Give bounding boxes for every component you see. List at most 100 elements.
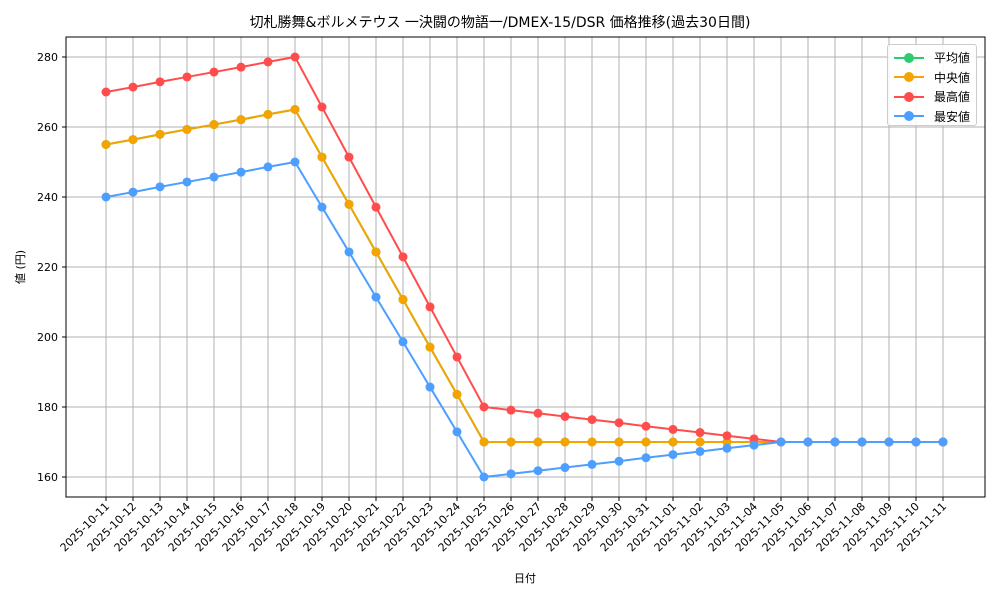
data-point: [533, 408, 543, 418]
data-point: [830, 437, 840, 447]
series-0: [101, 105, 948, 447]
data-point: [317, 152, 327, 162]
data-point: [290, 105, 300, 114]
data-point: [290, 52, 300, 62]
data-point: [803, 437, 813, 447]
data-point: [128, 187, 138, 197]
data-point: [317, 202, 327, 212]
data-point: [155, 77, 165, 87]
data-point: [344, 247, 354, 257]
data-point: [425, 382, 435, 392]
legend-label: 平均値: [934, 51, 971, 66]
y-tick-label: 240: [37, 191, 58, 204]
data-point: [884, 437, 894, 447]
legend-item: 最安値: [894, 107, 970, 127]
data-point: [182, 72, 192, 82]
data-point: [101, 140, 111, 149]
data-point: [668, 424, 678, 434]
data-point: [614, 437, 624, 447]
data-point: [938, 437, 948, 447]
data-point: [155, 129, 165, 139]
series-line: [105, 108, 943, 443]
y-axis-ticks: 160 180 200 220 240 260 280: [37, 51, 66, 484]
legend: 平均値中央値最高値最安値: [887, 44, 977, 126]
data-point: [695, 428, 705, 438]
y-axis-label: 値 (円): [14, 250, 27, 284]
series-3: [101, 157, 948, 482]
data-point: [857, 437, 867, 447]
data-point: [263, 162, 273, 172]
data-point: [533, 437, 543, 447]
data-point: [749, 440, 759, 450]
data-point: [560, 411, 570, 421]
data-point: [452, 352, 462, 362]
legend-item: 平均値: [894, 48, 970, 68]
data-point: [668, 437, 678, 447]
data-point: [722, 437, 732, 447]
data-point: [371, 292, 381, 302]
data-point: [101, 192, 111, 202]
data-point: [506, 437, 516, 447]
data-point: [155, 182, 165, 192]
y-tick-label: 260: [37, 121, 58, 134]
data-point: [398, 252, 408, 262]
data-point: [101, 87, 111, 97]
series-layer: [101, 52, 948, 482]
legend-label: 最高値: [934, 90, 971, 105]
data-point: [614, 456, 624, 466]
legend-marker-icon: [894, 91, 924, 102]
data-point: [722, 431, 732, 441]
data-point: [371, 247, 381, 257]
data-point: [533, 466, 543, 476]
data-point: [128, 82, 138, 92]
data-point: [776, 437, 786, 447]
data-point: [695, 446, 705, 456]
series-2: [101, 52, 948, 447]
data-point: [209, 67, 219, 77]
data-point: [182, 124, 192, 134]
data-point: [641, 421, 651, 431]
data-point: [263, 57, 273, 67]
data-point: [668, 450, 678, 460]
data-point: [614, 418, 624, 428]
data-point: [749, 434, 759, 444]
data-point: [722, 443, 732, 453]
data-point: [587, 415, 597, 425]
data-point: [506, 405, 516, 415]
legend-item: 最高値: [894, 87, 970, 107]
data-point: [587, 459, 597, 469]
legend-item: 中央値: [894, 68, 970, 88]
series-line: [105, 108, 943, 443]
data-point: [263, 109, 273, 119]
chart-title: 切札勝舞&ボルメテウス 一決闘の物語一/DMEX-15/DSR 価格推移(過去3…: [249, 15, 751, 31]
y-tick-label: 220: [37, 261, 58, 274]
data-point: [290, 157, 300, 167]
data-point: [425, 342, 435, 352]
data-point: [128, 135, 138, 145]
data-point: [182, 177, 192, 187]
x-axis-ticks: 2025-10-112025-10-122025-10-132025-10-14…: [58, 497, 949, 554]
data-point: [479, 402, 489, 412]
data-point: [695, 437, 705, 447]
y-tick-label: 200: [37, 331, 58, 344]
data-point: [371, 202, 381, 212]
data-point: [236, 167, 246, 177]
data-point: [236, 115, 246, 125]
grid-lines: [66, 37, 985, 497]
data-point: [560, 463, 570, 473]
series-1: [101, 105, 948, 447]
data-point: [425, 302, 435, 312]
data-point: [479, 472, 489, 482]
data-point: [641, 453, 651, 463]
series-line: [105, 160, 943, 479]
x-axis-label: 日付: [514, 572, 536, 585]
data-point: [209, 120, 219, 130]
data-point: [560, 437, 570, 447]
legend-label: 中央値: [934, 70, 971, 85]
legend-label: 最安値: [934, 109, 971, 124]
data-point: [236, 62, 246, 72]
data-point: [452, 427, 462, 437]
y-tick-label: 280: [37, 51, 58, 64]
data-point: [344, 199, 354, 209]
data-point: [398, 337, 408, 347]
